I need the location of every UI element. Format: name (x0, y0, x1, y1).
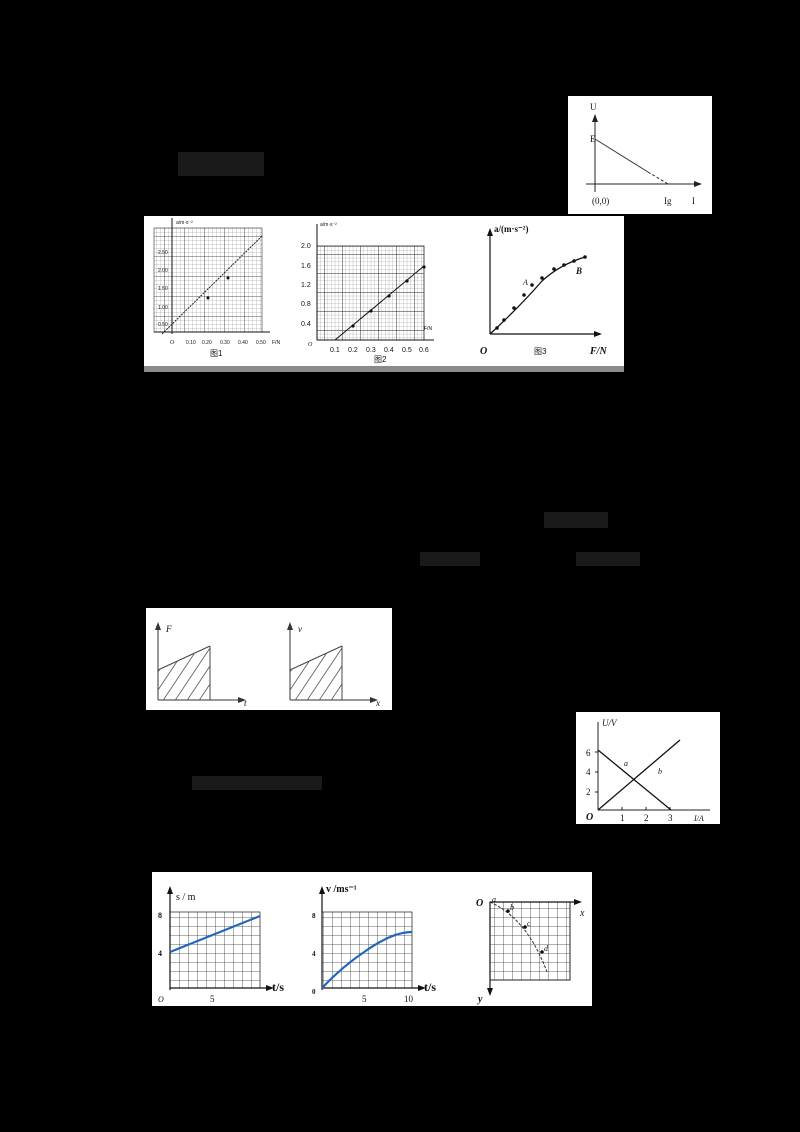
ui2-ytick: 4 (586, 767, 591, 777)
fig1-xtick: 0.20 (202, 340, 212, 346)
ui2-xtick: 1 (620, 813, 625, 823)
fig1-xtick: 0.30 (220, 340, 230, 346)
vx-x-label: x (375, 698, 380, 708)
fig2-origin: O (308, 342, 313, 348)
ui2-origin: O (586, 812, 593, 823)
fig2-xtick: 0.3 (366, 347, 376, 354)
vt-origin: 0 (312, 988, 316, 996)
fig1-y-label: a/m·s⁻² (176, 220, 193, 226)
vt-ytick: 8 (312, 912, 316, 920)
vt-x-label: t/s (424, 980, 436, 994)
vx-y-label: v (298, 624, 302, 634)
graph-trajectory: O x y a b c d (476, 895, 585, 1005)
label-ig: Ig (664, 196, 672, 206)
vt-xtick: 5 (362, 994, 367, 1004)
fig2-y-label: a/m·s⁻² (320, 222, 337, 228)
xy-point-c: c (527, 919, 531, 928)
fig2-xtick: 0.5 (402, 347, 412, 354)
ft-x-label: t (244, 698, 247, 708)
fig2-xtick: 0.4 (384, 347, 394, 354)
xy-y-label: y (477, 994, 483, 1005)
figure-set-a-f: a/m·s⁻² 2.50 2.00 1.50 1.00 0.50 O 0.10 … (144, 216, 624, 368)
graph-fig1: a/m·s⁻² 2.50 2.00 1.50 1.00 0.50 O 0.10 … (153, 218, 280, 358)
fig2-xtick: 0.2 (348, 347, 358, 354)
vt-ytick: 4 (312, 950, 316, 958)
fig1-ytick: 2.50 (158, 250, 168, 256)
fig3-origin: O (480, 346, 487, 357)
graph-fig3: a/(m·s⁻²) A B O 图3 F/N (480, 224, 607, 357)
fig3-y-label: a/(m·s⁻²) (494, 224, 528, 234)
xy-point-a: a (492, 895, 496, 904)
fig1-ytick: 1.50 (158, 286, 168, 292)
graph-fig2: a/m·s⁻² 2.0 1.6 1.2 0.8 0.4 O 0.1 0.2 0.… (301, 222, 434, 364)
fig1-x-label: F/N (272, 340, 280, 346)
graph-v-t: v /ms⁻¹ 8 4 0 5 10 t/s (312, 884, 436, 1004)
redacted-formula (420, 552, 480, 566)
fig2-ytick: 1.2 (301, 282, 311, 289)
ui2-xtick: 3 (668, 813, 673, 823)
ui2-line-a-label: a (624, 759, 628, 768)
ft-y-label: F (165, 624, 172, 634)
fig3-point-a: A (522, 278, 528, 287)
fig2-caption: 图2 (374, 355, 387, 364)
ui2-ytick: 6 (586, 748, 591, 758)
fig1-ytick: 0.50 (158, 322, 168, 328)
fig2-ytick: 0.8 (301, 301, 311, 308)
xy-origin: O (476, 898, 483, 909)
fig1-origin: O (170, 340, 175, 346)
redacted-formula (178, 152, 264, 176)
st-ytick: 4 (158, 949, 162, 958)
st-y-label: s / m (176, 892, 196, 903)
graph-f-t: F t (155, 622, 247, 708)
fig1-xtick: 0.10 (186, 340, 196, 346)
st-xtick: 5 (210, 994, 215, 1004)
fig1-xtick: 0.50 (256, 340, 266, 346)
redacted-formula (576, 552, 640, 566)
figure-u-i-lines: U/V 6 4 2 O 1 2 3 I/A a b (576, 712, 720, 824)
fig1-ytick: 2.00 (158, 268, 168, 274)
st-origin: O (158, 995, 164, 1004)
st-ytick: 8 (158, 911, 162, 920)
graph-v-x: v x (287, 622, 380, 708)
redacted-formula (544, 512, 608, 528)
ui2-line-b-label: b (658, 767, 662, 776)
axis-label-u: U (590, 102, 597, 112)
fig2-ytick: 1.6 (301, 263, 311, 270)
xy-point-b: b (510, 903, 514, 912)
label-e: E (590, 134, 596, 144)
fig1-ytick: 1.00 (158, 305, 168, 311)
vt-xtick: 10 (404, 994, 414, 1004)
axis-label-i: I (692, 196, 695, 206)
fig2-ytick: 2.0 (301, 243, 311, 250)
xy-x-label: x (579, 908, 585, 919)
ui2-xtick: 2 (644, 813, 649, 823)
fig3-x-label: F/N (589, 346, 607, 357)
redacted-formula (192, 776, 322, 790)
fig1-caption: 图1 (210, 349, 223, 358)
ui2-x-label: I/A (693, 814, 704, 823)
st-x-label: t/s (272, 980, 284, 994)
fig1-xtick: 0.40 (238, 340, 248, 346)
ui2-y-label: U/V (602, 718, 618, 728)
fig3-caption: 图3 (534, 347, 547, 356)
figure-u-i-graph: U E (0,0) Ig I (568, 96, 712, 214)
vt-y-label: v /ms⁻¹ (326, 884, 357, 895)
fig2-xtick: 0.1 (330, 347, 340, 354)
ui2-ytick: 2 (586, 787, 591, 797)
fig2-xtick: 0.6 (419, 347, 429, 354)
origin-label: (0,0) (592, 196, 609, 206)
fig2-ytick: 0.4 (301, 321, 311, 328)
caption-text-strip (144, 366, 624, 372)
graph-s-t: s / m 8 4 O 5 t/s (158, 886, 284, 1004)
figure-area-graphs: F t v x (146, 608, 392, 710)
fig3-point-b: B (575, 266, 582, 276)
xy-point-d: d (544, 944, 549, 953)
fig2-x-label: F/N (424, 326, 432, 332)
figure-motion-graphs: s / m 8 4 O 5 t/s v /ms⁻¹ 8 4 0 5 10 t/s (152, 872, 592, 1006)
